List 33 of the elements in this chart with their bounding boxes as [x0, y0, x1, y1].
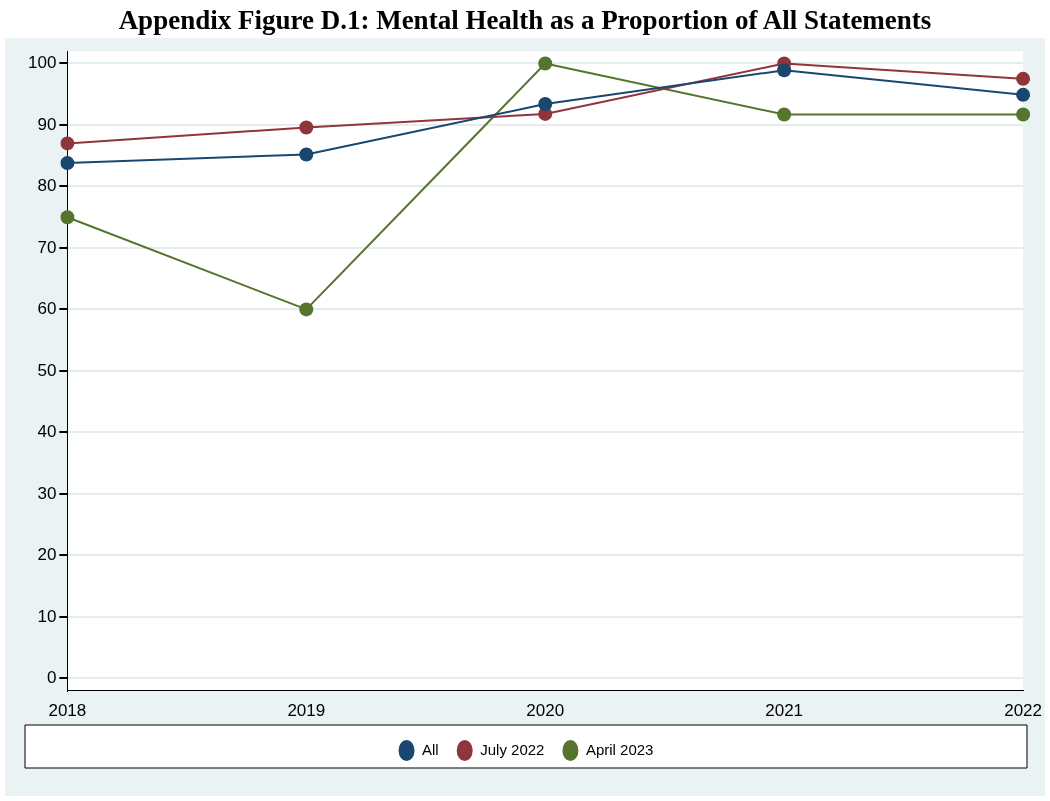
x-tick-label: 2021: [765, 701, 804, 721]
y-tick-label: 40: [37, 422, 57, 442]
y-tick-label: 100: [27, 53, 57, 73]
legend-label: All: [422, 740, 439, 758]
point: [60, 136, 75, 151]
point: [1016, 71, 1031, 86]
y-tick-label: 0: [46, 667, 57, 687]
point: [299, 147, 314, 162]
point: [538, 56, 553, 71]
y-tick-label: 90: [37, 114, 57, 134]
x-tick-label: 2018: [48, 701, 87, 721]
point: [1016, 87, 1031, 102]
point: [299, 302, 314, 317]
y-tick-label: 60: [37, 299, 57, 319]
chart-title: Appendix Figure D.1: Mental Health as a Proportion of All Statements: [117, 4, 933, 37]
y-tick-label: 30: [37, 483, 57, 503]
point: [60, 156, 75, 171]
x-tick-label: 2019: [287, 701, 326, 721]
point: [777, 63, 792, 78]
point: [538, 97, 553, 112]
point: [1016, 107, 1031, 122]
y-tick-label: 20: [37, 545, 57, 565]
y-tick-label: 50: [37, 360, 57, 380]
y-tick-label: 10: [37, 606, 57, 626]
y-tick-label: 80: [37, 176, 57, 196]
point: [299, 120, 314, 135]
legend-label: July 2022: [480, 740, 545, 758]
legend-label: April 2023: [585, 740, 654, 758]
x-tick-label: 2022: [1004, 701, 1042, 721]
x-tick-label: 2020: [526, 701, 565, 721]
point: [777, 107, 792, 122]
y-tick-label: 70: [37, 237, 57, 257]
point: [60, 210, 75, 225]
